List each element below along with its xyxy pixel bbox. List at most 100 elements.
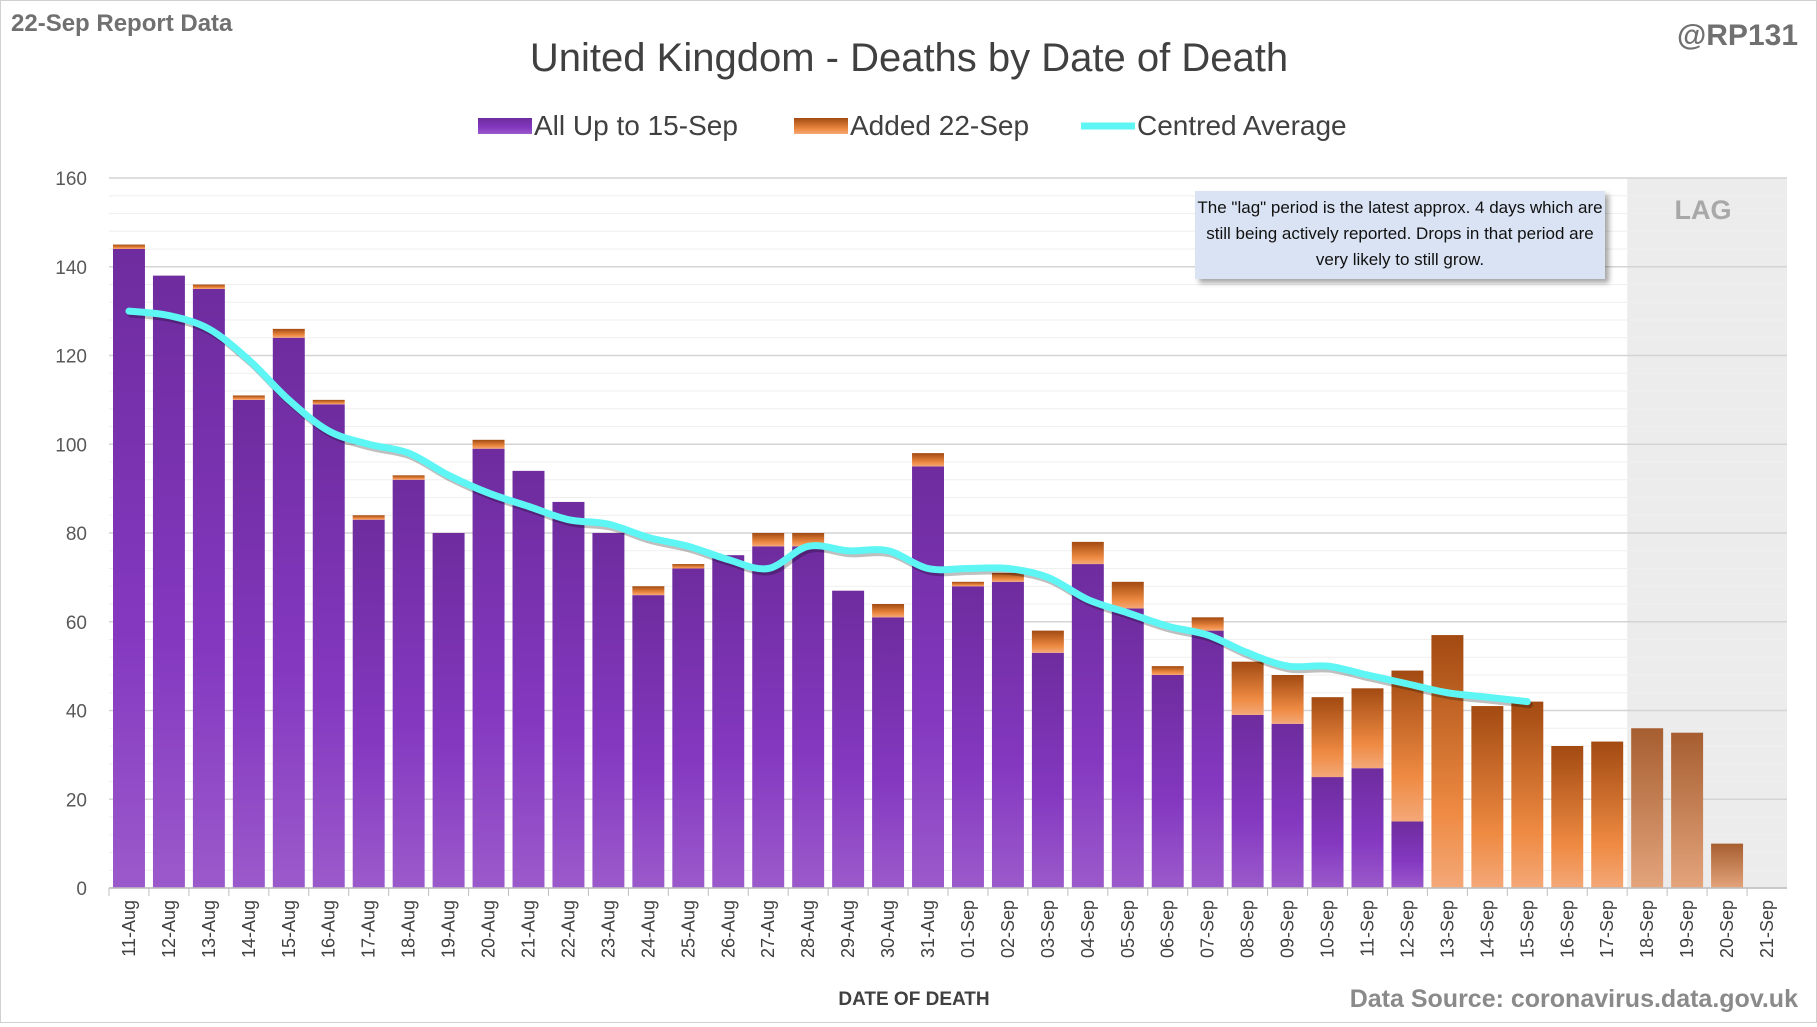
bar-all-up-to-15-sep [1311,777,1344,888]
bar-all-up-to-15-sep [1231,714,1264,888]
bar-all-up-to-15-sep [232,399,265,888]
bar-all-up-to-15-sep [991,581,1024,888]
bar-added-22-sep [1031,630,1064,653]
y-tick-label: 0 [76,879,87,900]
bar-all-up-to-15-sep [951,586,984,888]
bar-added-22-sep [272,328,305,338]
x-tick-label: 08-Sep [1238,900,1258,958]
x-tick-label: 07-Sep [1198,900,1218,958]
bar-all-up-to-15-sep [472,448,505,888]
bar-all-up-to-15-sep [152,275,185,888]
x-tick-label: 13-Sep [1437,900,1457,958]
x-tick-label: 11-Sep [1358,900,1378,957]
bar-added-22-sep [1231,661,1264,715]
bar-added-22-sep [1591,741,1624,888]
x-tick-label: 10-Sep [1318,900,1338,958]
y-tick-label: 120 [55,347,87,368]
bar-added-22-sep [1711,843,1744,888]
bar-added-22-sep [1671,732,1704,888]
x-tick-label: 20-Sep [1717,900,1737,958]
y-tick-label: 20 [66,790,87,811]
x-tick-label: 13-Aug [199,900,219,958]
x-tick-label: 23-Aug [598,900,618,958]
bar-all-up-to-15-sep [632,595,665,888]
bar-all-up-to-15-sep [1351,768,1384,888]
y-tick-label: 160 [55,169,87,190]
legend-swatch [794,118,848,134]
x-tick-label: 28-Aug [798,900,818,958]
bar-all-up-to-15-sep [552,501,585,888]
x-tick-label: 15-Sep [1517,900,1537,958]
y-tick-label: 140 [55,258,87,279]
legend-label: Added 22-Sep [850,110,1029,141]
legend-swatch [478,118,532,134]
bar-added-22-sep [472,439,505,449]
x-axis-label: DATE OF DEATH [838,989,989,1010]
bar-added-22-sep [991,572,1024,582]
y-tick-label: 100 [55,435,87,456]
bar-all-up-to-15-sep [432,533,465,888]
x-tick-label: 15-Aug [279,900,299,958]
y-tick-label: 60 [66,613,87,634]
bar-all-up-to-15-sep [1151,675,1184,888]
bar-added-22-sep [1431,635,1464,888]
bar-added-22-sep [1071,541,1104,565]
lag-note: The "lag" period is the latest approx. 4… [1195,191,1605,279]
bar-added-22-sep [1151,666,1184,675]
bar-added-22-sep [672,564,705,569]
x-tick-label: 19-Sep [1677,900,1697,958]
bar-all-up-to-15-sep [872,617,905,888]
bar-added-22-sep [752,533,785,547]
bar-added-22-sep [951,581,984,587]
bar-all-up-to-15-sep [592,533,625,888]
x-tick-label: 09-Sep [1278,900,1298,958]
x-tick-label: 11-Aug [119,900,139,957]
x-tick-label: 30-Aug [878,900,898,958]
x-tick-label: 05-Sep [1118,900,1138,958]
bar-added-22-sep [1631,728,1664,888]
x-tick-label: 26-Aug [718,900,738,958]
bar-added-22-sep [1511,701,1544,888]
x-tick-label: 24-Aug [638,900,658,958]
bar-all-up-to-15-sep [112,249,145,888]
x-tick-label: 14-Sep [1477,900,1497,958]
report-label: 22-Sep Report Data [11,10,233,37]
x-tick-label: 21-Sep [1757,900,1777,958]
bar-all-up-to-15-sep [512,470,545,888]
bar-added-22-sep [1471,706,1504,888]
bar-added-22-sep [872,604,905,618]
x-tick-label: 22-Aug [558,900,578,958]
bar-all-up-to-15-sep [1071,564,1104,888]
bar-added-22-sep [352,515,385,520]
x-tick-label: 19-Aug [439,900,459,958]
bar-all-up-to-15-sep [1191,630,1224,888]
x-tick-label: 18-Aug [399,900,419,958]
bar-added-22-sep [192,284,225,289]
bar-all-up-to-15-sep [1031,652,1064,888]
x-tick-label: 06-Sep [1158,900,1178,958]
x-tick-label: 17-Aug [359,900,379,958]
x-tick-label: 25-Aug [678,900,698,958]
bar-all-up-to-15-sep [1111,608,1144,888]
bar-all-up-to-15-sep [352,519,385,888]
bar-all-up-to-15-sep [752,546,785,888]
x-tick-label: 20-Aug [479,900,499,958]
bar-added-22-sep [1311,697,1344,778]
x-tick-label: 17-Sep [1597,900,1617,958]
x-tick-label: 21-Aug [519,900,539,958]
bar-all-up-to-15-sep [192,288,225,888]
x-tick-label: 12-Sep [1397,900,1417,958]
bar-all-up-to-15-sep [392,479,425,888]
lag-label: LAG [1675,195,1732,225]
x-tick-label: 18-Sep [1637,900,1657,958]
bar-all-up-to-15-sep [912,466,945,888]
bar-all-up-to-15-sep [272,337,305,888]
bar-added-22-sep [1111,581,1144,609]
y-tick-label: 80 [66,524,87,545]
bar-all-up-to-15-sep [1391,821,1424,888]
bar-added-22-sep [1391,670,1424,822]
x-tick-label: 31-Aug [918,900,938,958]
bar-added-22-sep [632,586,665,596]
